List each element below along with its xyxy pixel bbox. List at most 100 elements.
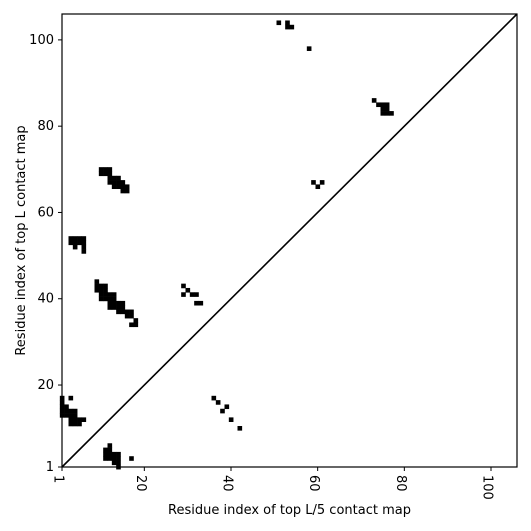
contact-point-top-l5	[111, 456, 117, 461]
contact-point-top-l5	[107, 451, 113, 457]
contact-point-top-l	[98, 171, 104, 177]
contact-point-top-l	[64, 408, 69, 414]
contact-point-top-l	[124, 313, 130, 319]
y-tick-label: 40	[37, 292, 54, 307]
contact-point-top-l	[120, 300, 126, 306]
contact-point-top-l	[124, 184, 130, 190]
x-tick-label: 1	[51, 475, 66, 483]
contact-point-top-l	[107, 305, 113, 310]
x-tick-label: 20	[133, 475, 148, 492]
contact-point-top-l	[111, 184, 117, 190]
contact-point-top-l	[129, 309, 134, 315]
contact-point-top-l	[129, 322, 134, 328]
contact-point-top-l	[384, 111, 390, 116]
contact-point-top-l	[103, 283, 108, 289]
contact-point-top-l	[285, 24, 290, 30]
contact-point-top-l	[311, 180, 316, 185]
contact-point-top-l	[81, 240, 87, 246]
contact-point-top-l	[289, 24, 295, 30]
contact-point-top-l	[319, 180, 325, 185]
contact-point-top-l	[111, 175, 117, 181]
contact-point-top-l5	[129, 456, 134, 461]
contact-point-top-l	[384, 106, 390, 112]
contact-point-top-l	[181, 283, 186, 289]
contact-point-top-l	[68, 236, 74, 241]
contact-point-top-l5	[107, 443, 113, 448]
contact-point-top-l	[98, 296, 104, 302]
contact-point-top-l	[64, 404, 69, 410]
contact-point-top-l	[103, 296, 108, 302]
contact-point-top-l	[107, 292, 113, 297]
contact-point-top-l	[77, 417, 82, 422]
contact-point-top-l5	[116, 451, 121, 457]
contact-point-top-l	[116, 300, 121, 306]
contact-point-top-l	[111, 300, 117, 306]
contact-point-top-l5	[228, 417, 234, 422]
x-tick-label: 60	[306, 475, 321, 492]
contact-point-top-l5	[215, 400, 221, 405]
contact-point-top-l	[181, 292, 186, 297]
contact-point-top-l	[103, 171, 108, 177]
contact-point-top-l	[129, 313, 134, 319]
contact-point-top-l	[98, 292, 104, 297]
contact-point-top-l	[98, 287, 104, 293]
contact-point-top-l	[107, 180, 113, 185]
plot-area	[59, 20, 394, 470]
contact-point-top-l5	[224, 404, 230, 410]
contact-point-top-l	[81, 417, 87, 422]
y-axis-label: Residue index of top L contact map	[14, 125, 29, 355]
contact-point-top-l	[285, 20, 290, 26]
contact-point-top-l	[72, 421, 78, 427]
contact-point-top-l	[94, 287, 100, 293]
diagonal-layer	[61, 13, 518, 468]
contact-point-top-l	[68, 240, 74, 246]
contact-point-top-l	[116, 175, 121, 181]
contact-point-top-l5	[116, 456, 121, 461]
contact-point-top-l	[68, 395, 74, 401]
x-tick-label: 80	[393, 475, 408, 492]
contact-point-top-l	[133, 322, 139, 328]
y-tick-label: 100	[29, 33, 54, 48]
contact-point-top-l	[315, 184, 321, 190]
contact-point-top-l	[116, 305, 121, 310]
contact-point-top-l	[72, 417, 78, 422]
plot-frame	[61, 13, 518, 468]
x-axis-label: Residue index of top L/5 contact map	[168, 503, 411, 518]
contact-point-top-l	[111, 180, 117, 185]
contact-point-top-l5	[220, 408, 225, 414]
contact-point-top-l	[107, 175, 113, 181]
contact-point-top-l	[116, 184, 121, 190]
contact-point-top-l5	[103, 447, 108, 453]
contact-point-top-l	[276, 20, 282, 26]
contact-point-top-l	[384, 102, 390, 108]
contact-point-top-l5	[103, 456, 108, 461]
contact-point-top-l	[94, 279, 100, 284]
contact-point-top-l	[380, 102, 386, 108]
contact-point-top-l	[77, 421, 82, 427]
y-tick-label: 20	[37, 378, 54, 393]
contact-point-top-l5	[107, 456, 113, 461]
contact-point-top-l	[380, 111, 386, 116]
contact-point-top-l	[194, 300, 199, 306]
contact-point-top-l	[103, 167, 108, 172]
contact-point-top-l5	[116, 460, 121, 466]
contact-point-top-l	[72, 413, 78, 418]
contact-point-top-l	[103, 292, 108, 297]
contact-point-top-l	[64, 413, 69, 418]
contact-point-top-l	[371, 98, 377, 103]
contact-point-top-l5	[111, 451, 117, 457]
contact-point-top-l	[185, 287, 191, 293]
contact-point-top-l	[111, 292, 117, 297]
contact-point-top-l	[120, 188, 126, 194]
contact-point-top-l	[81, 244, 87, 250]
contact-point-top-l	[380, 106, 386, 112]
diagonal-line	[61, 13, 518, 468]
contact-point-top-l	[107, 300, 113, 306]
contact-point-top-l	[68, 417, 74, 422]
contact-point-top-l	[72, 236, 78, 241]
contact-point-top-l	[389, 111, 394, 116]
contact-point-top-l	[133, 318, 139, 323]
contact-point-top-l	[120, 305, 126, 310]
